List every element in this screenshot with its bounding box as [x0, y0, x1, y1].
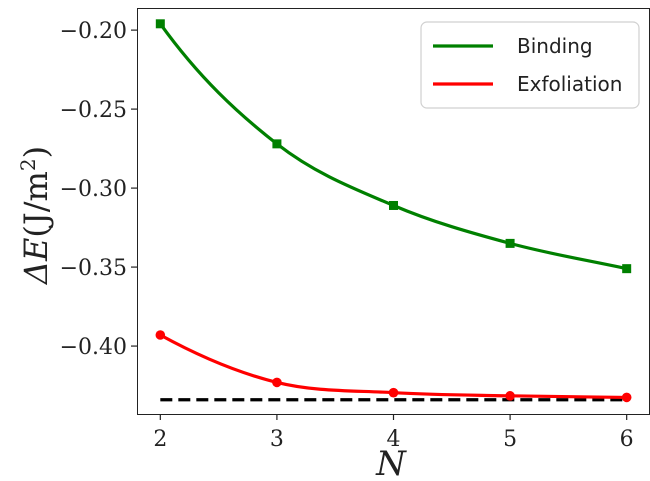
x-tick-label: 3 — [270, 427, 284, 452]
data-point-exfoliation — [505, 391, 515, 401]
x-tick-label: 2 — [153, 427, 167, 452]
legend-box — [420, 21, 640, 109]
data-point-exfoliation — [621, 392, 632, 403]
x-tick-label: 6 — [620, 427, 634, 452]
data-point-exfoliation — [155, 330, 166, 340]
y-tick-label: −0.35 — [60, 256, 127, 281]
data-point-binding — [622, 264, 632, 274]
y-axis-label-exponent: 2 — [16, 158, 40, 171]
data-point-binding — [272, 139, 282, 149]
data-point-binding — [505, 238, 515, 248]
y-axis-label-close: ) — [17, 146, 55, 158]
axis-ticks: 2 3 4 5 6 −0.20 −0.25 −0.30 −0.35 −0.40 — [60, 19, 634, 452]
x-tick-label: 4 — [387, 427, 401, 452]
y-tick-label: −0.20 — [60, 19, 127, 44]
legend: Binding Exfoliation — [420, 21, 640, 109]
data-point-exfoliation — [272, 377, 282, 388]
data-point-binding — [155, 19, 165, 29]
legend-label-binding: Binding — [517, 34, 593, 58]
legend-label-exfoliation: Exfoliation — [517, 72, 622, 96]
data-point-exfoliation — [388, 387, 399, 398]
y-axis-label: ΔE(J/m2) — [16, 146, 55, 286]
y-axis-label-units: (J/m — [17, 171, 55, 237]
x-tick-label: 5 — [503, 427, 517, 452]
series-layer — [155, 19, 632, 403]
data-point-binding — [389, 200, 398, 210]
y-axis-label-symbol: ΔE — [17, 238, 55, 286]
y-tick-label: −0.25 — [60, 98, 127, 123]
y-tick-label: −0.30 — [60, 177, 127, 202]
x-axis-label: N — [375, 444, 407, 481]
y-tick-label: −0.40 — [60, 335, 127, 360]
